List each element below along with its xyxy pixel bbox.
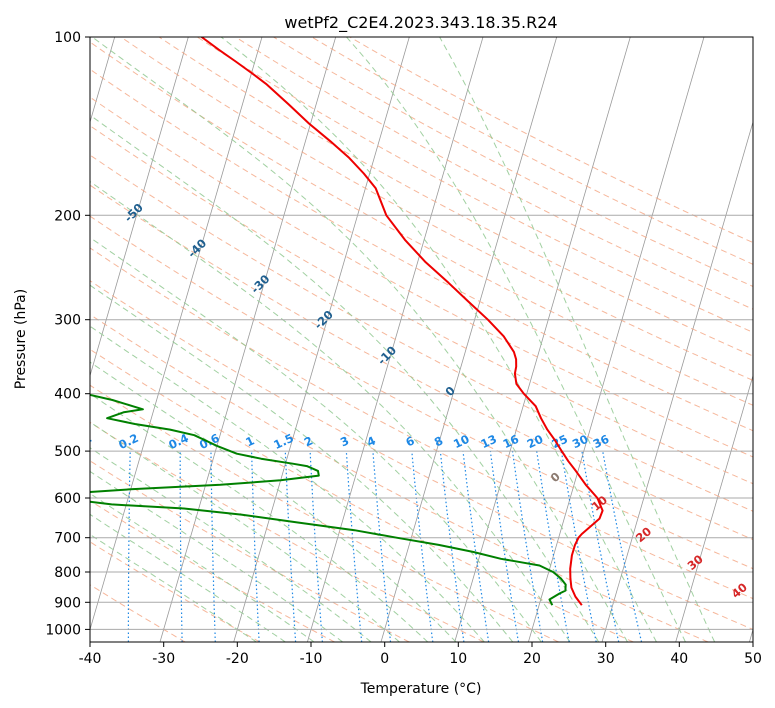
isotherm-line <box>675 374 753 642</box>
x-tick-label: -10 <box>300 651 323 667</box>
moist-adiabat-line <box>439 37 716 642</box>
isotherm-line <box>90 37 189 378</box>
isotherm-line <box>528 37 705 642</box>
mixing-ratio-label: 16 <box>501 432 521 451</box>
mixing-ratio-label: 0.1 <box>69 431 93 452</box>
dry-adiabat-line <box>90 313 709 642</box>
moist-adiabat-line <box>346 37 686 642</box>
moist-adiabat-line <box>90 284 514 642</box>
x-tick-label: 0 <box>380 651 389 667</box>
x-tick-label: 50 <box>744 651 762 667</box>
isotherm-line <box>90 37 263 632</box>
y-axis-label: Pressure (hPa) <box>13 289 29 389</box>
dry-adiabats <box>90 37 753 642</box>
dry-adiabat-line <box>235 37 753 310</box>
profile-series <box>90 37 604 606</box>
dry-adiabat-line <box>90 541 261 642</box>
moist-adiabat-line <box>220 37 657 642</box>
mixing-ratio-label: 25 <box>549 432 569 451</box>
moist-adiabats <box>90 37 716 642</box>
y-tick-label: 400 <box>54 387 81 403</box>
moist-adiabat-line <box>91 37 628 642</box>
moist-adiabat-line <box>90 114 600 642</box>
moist-adiabat-line <box>90 236 542 642</box>
mixing-ratio-line <box>560 451 597 642</box>
dry-adiabat-line <box>90 96 753 458</box>
dry-adiabat-line <box>90 348 634 642</box>
mixing-ratio-label: 30 <box>570 432 590 451</box>
x-tick-label: 20 <box>523 651 541 667</box>
mixing-ratio-line <box>602 450 643 642</box>
y-tick-label: 100 <box>54 30 81 46</box>
moist-adiabat-line <box>90 421 400 642</box>
moist-adiabat-line <box>90 447 372 642</box>
mixing-ratio-label: 10 <box>451 432 471 451</box>
mixing-ratio-line <box>489 451 520 642</box>
dry-adiabat-line <box>90 215 753 570</box>
dry-adiabat-line <box>90 247 753 600</box>
mixing-ratio-line <box>411 451 434 642</box>
moist-adiabat-line <box>90 470 343 642</box>
moist-adiabat-line <box>90 180 571 642</box>
x-tick-label: -20 <box>226 651 249 667</box>
moist-adiabat-line <box>90 393 429 642</box>
temperature-profile-line <box>201 37 604 606</box>
mixing-ratio-lines <box>127 450 643 642</box>
moist-adiabat-line <box>90 361 457 642</box>
isotherm-line <box>233 37 410 642</box>
dewpoint-profile-line <box>90 393 567 606</box>
y-tick-label: 600 <box>54 491 81 507</box>
mixing-ratio-line <box>439 451 465 642</box>
isotherm-line <box>454 37 631 642</box>
dry-adiabat-line <box>90 460 410 642</box>
y-tick-label: 1000 <box>45 622 81 638</box>
isotherm-line <box>380 37 558 642</box>
plot-frame <box>89 36 754 643</box>
skewed-isotherms <box>90 37 753 642</box>
chart-title: wetPf2_C2E4.2023.343.18.35.R24 <box>284 13 557 33</box>
mixing-ratio-label: 20 <box>525 432 545 451</box>
dry-adiabat-line <box>90 125 753 485</box>
mixing-ratio-line <box>581 450 620 642</box>
dry-adiabat-line <box>90 41 753 406</box>
y-tick-label: 500 <box>54 444 81 460</box>
mixing-ratio-line <box>372 451 392 642</box>
x-tick-label: -30 <box>152 651 175 667</box>
x-tick-label: 40 <box>670 651 688 667</box>
dry-adiabat-line <box>273 37 753 288</box>
dry-adiabat-line <box>90 421 485 642</box>
x-tick-label: -40 <box>79 651 102 667</box>
mixing-ratio-label: 13 <box>478 432 498 451</box>
x-axis-label: Temperature (°C) <box>360 681 482 697</box>
mixing-ratio-line <box>462 451 490 642</box>
dry-adiabat-line <box>90 154 753 512</box>
isotherm-line <box>159 37 337 642</box>
mixing-ratio-label: 36 <box>591 432 611 451</box>
dry-adiabat-line <box>90 280 753 630</box>
y-tick-label: 900 <box>54 595 81 611</box>
y-axis-ticks: 1000 900 800 700 600 500 400 300 200 100 <box>45 30 90 638</box>
x-tick-label: 10 <box>449 651 467 667</box>
y-tick-label: 800 <box>54 565 81 581</box>
x-axis-ticks: -40 -30 -20 -10 0 10 20 30 40 50 <box>79 642 762 667</box>
isotherm-line <box>601 120 753 642</box>
x-tick-label: 30 <box>597 651 615 667</box>
y-tick-label: 700 <box>54 531 81 547</box>
pressure-grid <box>90 37 753 630</box>
mixing-ratio-line <box>345 451 363 642</box>
moist-adiabat-line <box>90 533 257 642</box>
y-tick-label: 300 <box>54 313 81 329</box>
dry-adiabat-line <box>120 37 753 381</box>
dry-adiabat-line <box>90 184 753 541</box>
dry-adiabat-line <box>90 584 186 642</box>
y-tick-label: 200 <box>54 208 81 224</box>
